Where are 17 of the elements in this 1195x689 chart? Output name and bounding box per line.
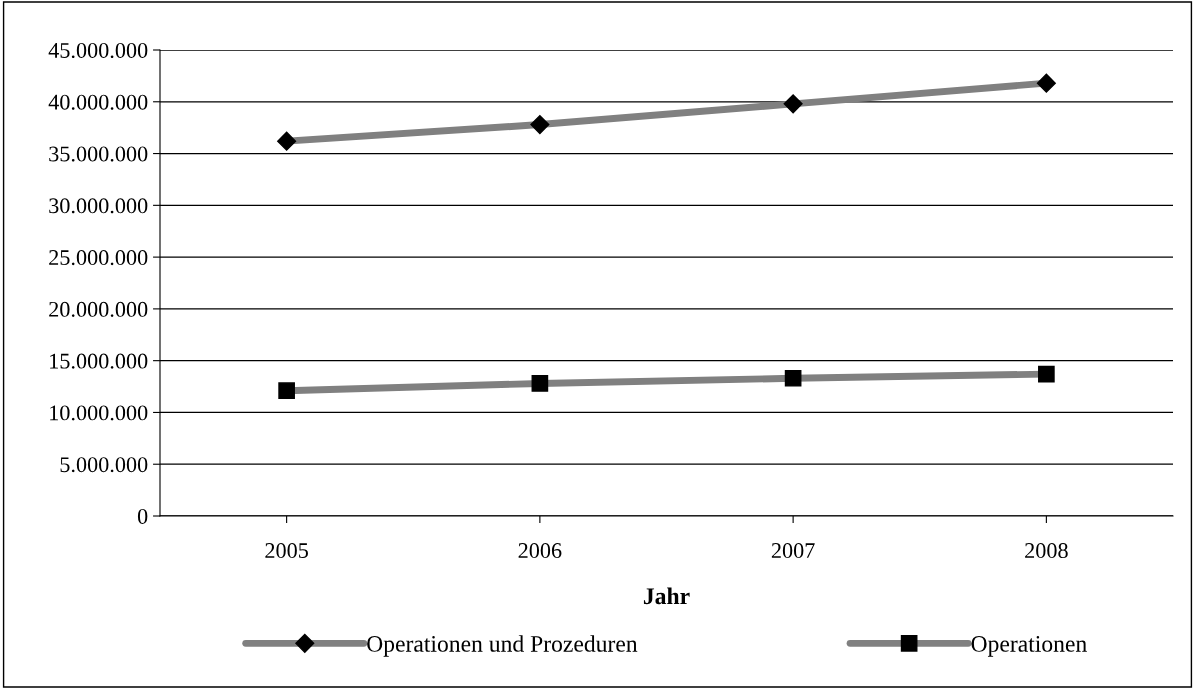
y-tick-label: 25.000.000: [49, 250, 148, 266]
x-tick-label: 2006: [518, 543, 562, 559]
y-tick-label: 5.000.000: [60, 457, 148, 473]
x-tick-label: 2007: [771, 543, 815, 559]
y-tick-label: 10.000.000: [50, 405, 148, 421]
y-tick-label: 35.000.000: [49, 146, 148, 162]
legend-label: Operationen und Prozeduren: [367, 635, 638, 657]
y-tick-label: 0: [137, 508, 148, 524]
x-tick-label: 2005: [265, 543, 308, 559]
y-tick-label: 40.000.000: [48, 94, 148, 110]
y-tick-label: 45.000.000: [48, 42, 148, 59]
x-axis-title: Jahr: [643, 587, 690, 605]
legend-label: Operationen: [971, 636, 1087, 657]
y-tick-label: 15.000.000: [50, 353, 148, 369]
y-tick-label: 20.000.000: [49, 301, 148, 317]
x-tick-label: 2008: [1025, 543, 1068, 559]
y-tick-label: 30.000.000: [49, 198, 148, 214]
